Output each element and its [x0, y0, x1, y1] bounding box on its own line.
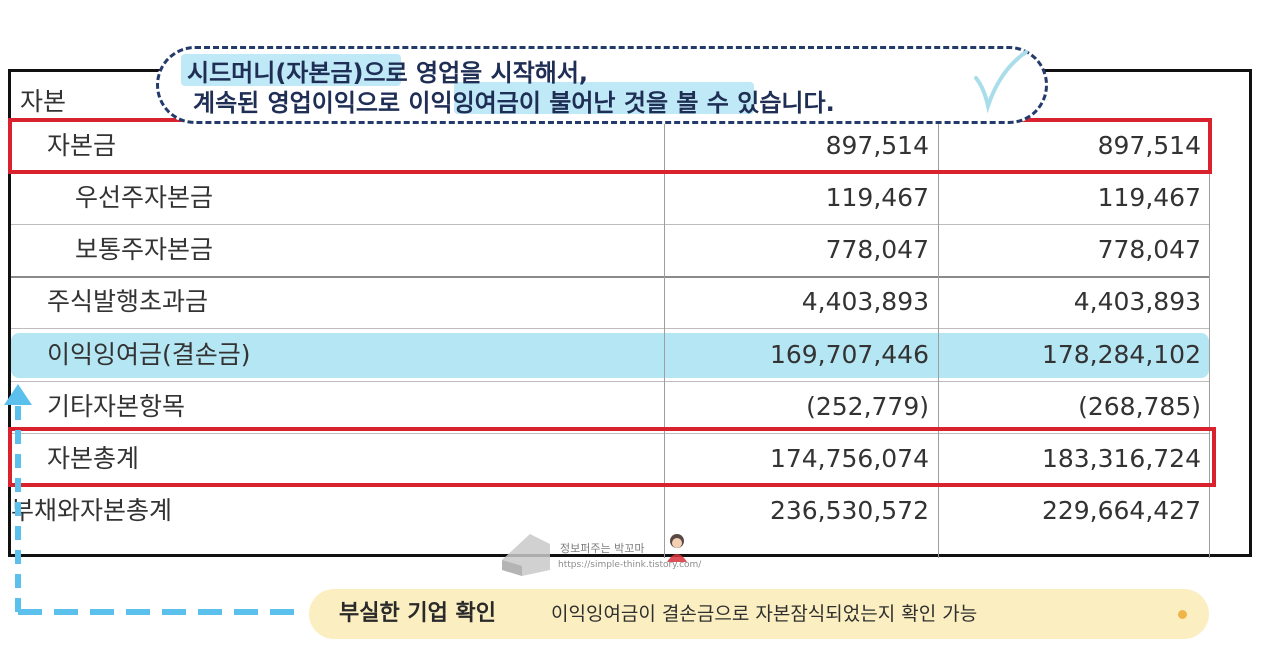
column-divider — [664, 118, 665, 558]
callout-highlight — [454, 82, 754, 114]
callout-line-2: 계속된 영업이익으로 이익잉여금이 불어난 것을 볼 수 있습니다. — [193, 89, 835, 117]
table-row: 자본금 897,514 897,514 — [11, 120, 1209, 173]
watermark-logo-icon — [502, 534, 550, 576]
row-label: 이익잉여금(결손금) — [47, 340, 251, 369]
table-row: 우선주자본금 119,467 119,467 — [11, 172, 1209, 225]
dot-icon — [1178, 610, 1187, 619]
row-value-prev: 897,514 — [825, 131, 929, 160]
row-value-curr: 183,316,724 — [1041, 444, 1201, 473]
row-value-prev: 174,756,074 — [769, 444, 929, 473]
table-row: 부채와자본총계 236,530,572 229,664,427 — [11, 485, 1209, 537]
arrow-icon — [4, 384, 305, 615]
total-equity-red-box — [8, 427, 1216, 487]
row-label: 우선주자본금 — [75, 183, 214, 212]
row-value-curr: 119,467 — [1097, 183, 1201, 212]
row-value-prev: 4,403,893 — [801, 287, 929, 316]
row-value-curr: 778,047 — [1097, 235, 1201, 264]
row-label: 자본총계 — [47, 444, 140, 473]
callout-highlight — [181, 54, 401, 86]
row-label: 기타자본항목 — [47, 392, 186, 421]
callout-line-1: 시드머니(자본금)으로 영업을 시작해서, — [187, 59, 589, 87]
row-value-prev: 236,530,572 — [769, 496, 929, 525]
callout-bubble: 시드머니(자본금)으로 영업을 시작해서, 계속된 영업이익으로 이익잉여금이 … — [156, 46, 1048, 124]
row-label: 부채와자본총계 — [11, 496, 173, 525]
row-value-curr: 4,403,893 — [1073, 287, 1201, 316]
footer-text: 이익잉여금이 결손금으로 자본잠식되었는지 확인 가능 — [551, 603, 978, 625]
row-label: 주식발행초과금 — [47, 287, 209, 316]
footer-banner: 부실한 기업 확인 이익잉여금이 결손금으로 자본잠식되었는지 확인 가능 — [309, 589, 1209, 639]
watermark-name: 정보퍼주는 박꼬마 — [560, 542, 645, 555]
row-value-curr: 229,664,427 — [1041, 496, 1201, 525]
row-value-prev: 169,707,446 — [769, 340, 929, 369]
table-row: 이익잉여금(결손금) 169,707,446 178,284,102 — [11, 329, 1209, 382]
footer-title: 부실한 기업 확인 — [339, 601, 496, 626]
retained-earnings-highlight — [11, 333, 1209, 378]
row-label: 자본금 — [47, 131, 117, 160]
check-icon — [974, 50, 1028, 114]
column-divider — [1209, 118, 1210, 558]
watermark-url: https://simple-think.tistory.com/ — [558, 560, 702, 570]
column-divider — [938, 118, 939, 558]
avatar-icon — [667, 534, 687, 562]
section-header: 자본 — [20, 87, 67, 116]
row-value-curr: 897,514 — [1097, 131, 1201, 160]
row-value-curr: (268,785) — [1078, 392, 1201, 421]
table-row: 보통주자본금 778,047 778,047 — [11, 224, 1209, 278]
table-row: 주식발행초과금 4,403,893 4,403,893 — [11, 276, 1209, 329]
row-value-prev: 778,047 — [825, 235, 929, 264]
row-value-prev: 119,467 — [825, 183, 929, 212]
watermark: 정보퍼주는 박꼬마 https://simple-think.tistory.c… — [500, 530, 720, 580]
row-value-prev: (252,779) — [806, 392, 929, 421]
row-label: 보통주자본금 — [75, 235, 214, 264]
row-value-curr: 178,284,102 — [1041, 340, 1201, 369]
table-row: 기타자본항목 (252,779) (268,785) — [11, 381, 1209, 434]
